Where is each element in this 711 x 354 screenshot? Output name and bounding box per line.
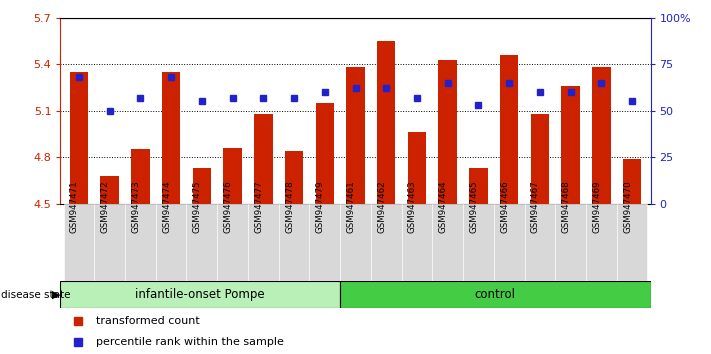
Text: GSM947466: GSM947466	[500, 180, 509, 233]
Bar	[131, 149, 149, 204]
Bar	[279, 204, 309, 281]
Bar	[248, 204, 279, 281]
Bar	[63, 204, 95, 281]
Bar	[402, 204, 432, 281]
Bar	[100, 176, 119, 204]
Bar	[162, 72, 181, 204]
Bar	[371, 204, 402, 281]
Bar	[125, 204, 156, 281]
Bar	[494, 204, 525, 281]
Bar	[193, 168, 211, 204]
Bar	[500, 55, 518, 204]
Bar	[377, 41, 395, 204]
Text: disease state: disease state	[1, 290, 70, 300]
Text: GSM947472: GSM947472	[101, 180, 109, 233]
Text: GSM947464: GSM947464	[439, 180, 448, 233]
Bar	[156, 204, 186, 281]
Bar	[217, 204, 248, 281]
Text: GSM947465: GSM947465	[469, 180, 479, 233]
Text: infantile-onset Pompe: infantile-onset Pompe	[135, 288, 265, 301]
Bar	[60, 281, 340, 308]
Bar	[340, 281, 651, 308]
Bar	[254, 114, 272, 204]
Text: GSM947470: GSM947470	[623, 180, 632, 233]
Text: GSM947476: GSM947476	[223, 180, 232, 233]
Bar	[463, 204, 494, 281]
Bar	[407, 132, 426, 204]
Text: GSM947468: GSM947468	[562, 180, 571, 233]
Text: GSM947471: GSM947471	[70, 180, 79, 233]
Text: GSM947473: GSM947473	[132, 180, 140, 233]
Bar	[530, 114, 549, 204]
Bar	[616, 204, 648, 281]
Bar	[186, 204, 217, 281]
Text: GSM947461: GSM947461	[346, 180, 356, 233]
Text: GSM947467: GSM947467	[531, 180, 540, 233]
Text: transformed count: transformed count	[96, 316, 200, 326]
Text: GSM947469: GSM947469	[592, 181, 602, 233]
Bar	[562, 86, 580, 204]
Text: GSM947479: GSM947479	[316, 181, 325, 233]
Text: GSM947463: GSM947463	[408, 180, 417, 233]
Bar	[469, 168, 488, 204]
Bar	[95, 204, 125, 281]
Bar	[346, 67, 365, 204]
Text: GSM947477: GSM947477	[255, 180, 263, 233]
Bar	[223, 148, 242, 204]
Text: ▶: ▶	[52, 290, 60, 300]
Text: GSM947462: GSM947462	[378, 180, 386, 233]
Bar	[525, 204, 555, 281]
Text: control: control	[475, 288, 515, 301]
Bar	[70, 72, 88, 204]
Bar	[623, 159, 641, 204]
Bar	[285, 151, 304, 204]
Bar	[555, 204, 586, 281]
Text: GSM947475: GSM947475	[193, 180, 202, 233]
Bar	[309, 204, 340, 281]
Text: GSM947478: GSM947478	[285, 180, 294, 233]
Bar	[316, 103, 334, 204]
Text: GSM947474: GSM947474	[162, 180, 171, 233]
Bar	[432, 204, 463, 281]
Bar	[439, 59, 457, 204]
Bar	[592, 67, 611, 204]
Bar	[586, 204, 616, 281]
Text: percentile rank within the sample: percentile rank within the sample	[96, 337, 284, 348]
Bar	[340, 204, 371, 281]
